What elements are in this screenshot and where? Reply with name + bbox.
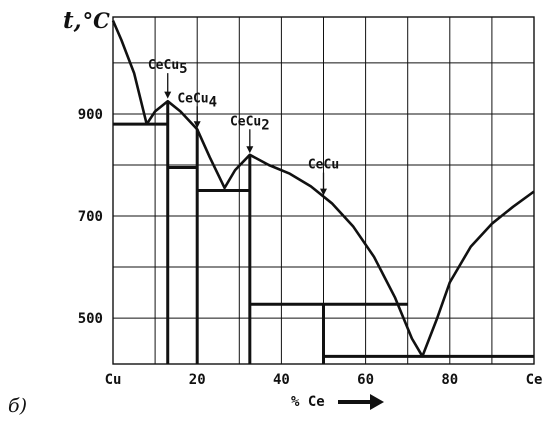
- compound-label-cecu: CeCu: [308, 158, 339, 173]
- eutectic-lines: [113, 122, 534, 358]
- y-tick-label: 500: [78, 311, 103, 327]
- x-axis-direction-arrow-icon: [338, 394, 384, 410]
- down-arrow-icon: [193, 121, 201, 129]
- liquidus-line: [111, 20, 535, 358]
- compound-label-cecu2: CeCu2: [230, 114, 270, 133]
- x-axis-title: % Ce: [291, 394, 325, 410]
- y-tick-label: 700: [78, 209, 103, 225]
- compound-arrows: [164, 73, 327, 196]
- down-arrow-icon: [164, 91, 172, 99]
- compound-labels: CeCu5 CeCu4 CeCu2 CeCu: [148, 58, 339, 173]
- liquidus-curve: [111, 20, 535, 358]
- tick-labels: Cu 20 40 60 80 Ce 500 700 900: [78, 107, 543, 388]
- compound-label-cecu4: CeCu4: [177, 91, 217, 110]
- down-arrow-icon: [246, 146, 254, 154]
- x-tick-label: Ce: [526, 372, 543, 388]
- panel-label: б): [8, 395, 27, 417]
- compound-verticals: [166, 101, 325, 364]
- x-tick-label: 80: [441, 372, 458, 388]
- x-tick-label: Cu: [105, 372, 122, 388]
- x-tick-label: 20: [189, 372, 206, 388]
- x-axis-title-group: % Ce: [291, 394, 384, 410]
- x-tick-label: 40: [273, 372, 290, 388]
- x-tick-label: 60: [357, 372, 374, 388]
- compound-label-cecu5: CeCu5: [148, 58, 188, 77]
- y-axis-title: t,°C: [63, 7, 110, 34]
- y-tick-label: 900: [78, 107, 103, 123]
- down-arrow-icon: [320, 188, 327, 196]
